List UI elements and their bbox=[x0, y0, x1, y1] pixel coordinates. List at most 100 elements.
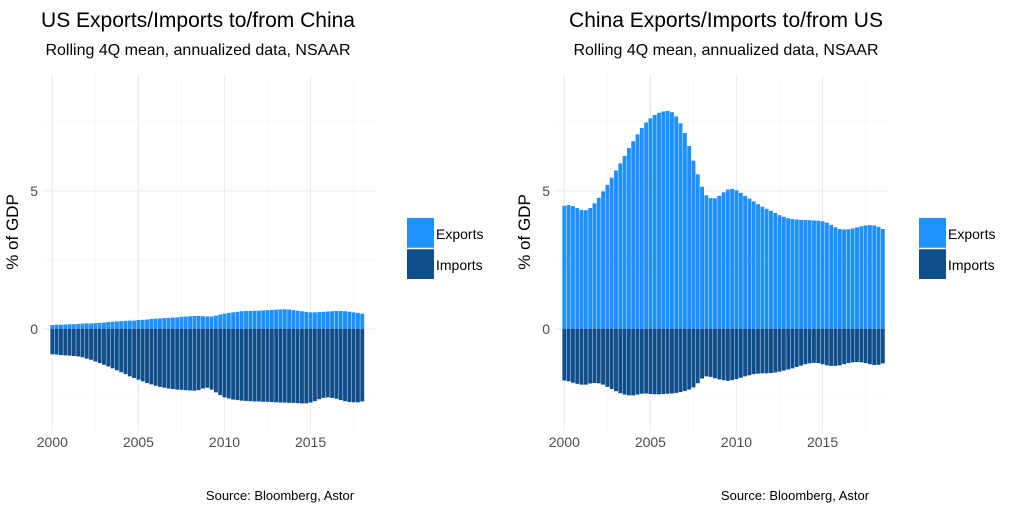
import-bar bbox=[725, 328, 730, 381]
import-bar bbox=[295, 328, 300, 404]
export-bar bbox=[170, 317, 175, 329]
import-bar bbox=[824, 328, 829, 366]
export-bar bbox=[824, 222, 829, 329]
export-bar bbox=[291, 310, 296, 329]
import-bar bbox=[700, 328, 704, 379]
export-bar bbox=[618, 163, 623, 329]
import-bar bbox=[175, 328, 180, 390]
export-bar bbox=[114, 321, 119, 329]
import-bar bbox=[321, 328, 326, 398]
import-bar bbox=[149, 328, 154, 385]
export-bar bbox=[338, 310, 343, 329]
import-bar bbox=[781, 328, 786, 371]
export-bar bbox=[252, 310, 257, 329]
import-bar bbox=[183, 328, 188, 391]
import-bar bbox=[846, 328, 851, 364]
export-bar bbox=[713, 198, 717, 329]
import-bar bbox=[226, 328, 231, 399]
import-bar bbox=[734, 328, 739, 380]
export-bar bbox=[816, 220, 821, 329]
import-bar bbox=[635, 328, 640, 395]
x-tick-label: 2005 bbox=[635, 434, 666, 450]
import-bar bbox=[325, 328, 330, 398]
export-bar bbox=[76, 323, 81, 329]
export-bar bbox=[614, 170, 618, 329]
export-bar bbox=[725, 189, 730, 329]
export-bar bbox=[179, 316, 184, 329]
export-bar bbox=[622, 155, 627, 329]
import-bar bbox=[76, 328, 81, 357]
export-bar bbox=[244, 310, 248, 329]
import-bar bbox=[756, 328, 760, 374]
export-bar bbox=[738, 192, 743, 329]
export-bar bbox=[730, 188, 735, 329]
chart-panel-china: China Exports/Imports to/from US Rolling … bbox=[515, 9, 995, 503]
export-bar bbox=[235, 311, 240, 329]
import-bar bbox=[863, 328, 868, 364]
import-bar bbox=[209, 328, 214, 390]
import-bar bbox=[713, 328, 717, 379]
export-bar bbox=[678, 123, 683, 329]
export-bar bbox=[162, 318, 167, 329]
export-bar bbox=[50, 325, 55, 329]
export-bar bbox=[317, 312, 322, 329]
export-bar bbox=[601, 191, 606, 329]
import-bar bbox=[300, 328, 304, 404]
import-bar bbox=[717, 328, 722, 380]
import-bar bbox=[794, 328, 799, 367]
import-bar bbox=[592, 328, 597, 383]
export-bar bbox=[626, 148, 631, 329]
export-bar bbox=[102, 322, 106, 329]
export-bar bbox=[734, 190, 739, 329]
import-bar bbox=[132, 328, 137, 379]
export-bar bbox=[304, 311, 309, 329]
legend-key-exports bbox=[407, 218, 434, 248]
export-bar bbox=[282, 309, 287, 329]
import-bar bbox=[93, 328, 98, 362]
export-bar bbox=[54, 324, 59, 329]
legend: Exports Imports bbox=[919, 218, 995, 279]
import-bar bbox=[837, 328, 842, 366]
y-tick-label: 5 bbox=[30, 183, 38, 199]
import-bar bbox=[708, 328, 713, 377]
x-tick-label: 2010 bbox=[721, 434, 752, 450]
x-tick-label: 2005 bbox=[123, 434, 154, 450]
import-bar bbox=[308, 328, 313, 403]
export-bar bbox=[149, 318, 154, 329]
import-bar bbox=[170, 328, 175, 390]
export-bar bbox=[695, 174, 700, 329]
import-bar bbox=[136, 328, 141, 380]
y-tick-label: 5 bbox=[542, 183, 550, 199]
export-bar bbox=[300, 311, 304, 329]
export-bar bbox=[777, 215, 782, 329]
export-bar bbox=[63, 324, 68, 329]
import-bar bbox=[695, 328, 700, 384]
import-bar bbox=[351, 328, 356, 403]
chart-panel-us: US Exports/Imports to/from China Rolling … bbox=[3, 9, 483, 503]
export-bar bbox=[84, 323, 89, 329]
source-caption: Source: Bloomberg, Astor bbox=[206, 488, 355, 503]
export-bar bbox=[786, 218, 791, 329]
export-bar bbox=[192, 315, 197, 329]
import-bar bbox=[601, 328, 606, 385]
export-bar bbox=[145, 319, 149, 329]
import-bar bbox=[252, 328, 257, 402]
import-bar bbox=[282, 328, 287, 403]
import-bar bbox=[330, 328, 335, 398]
export-bar bbox=[136, 320, 141, 329]
export-bar bbox=[175, 317, 180, 329]
import-bar bbox=[764, 328, 769, 374]
import-bar bbox=[97, 328, 102, 364]
import-bar bbox=[743, 328, 748, 377]
import-bar bbox=[244, 328, 248, 401]
import-bar bbox=[867, 328, 872, 365]
import-bar bbox=[622, 328, 627, 395]
export-bar bbox=[153, 318, 158, 329]
legend-label-imports: Imports bbox=[436, 257, 483, 273]
import-bar bbox=[153, 328, 158, 386]
export-bar bbox=[794, 219, 799, 329]
import-bar bbox=[304, 328, 309, 404]
export-bar bbox=[756, 204, 760, 329]
bars bbox=[562, 110, 885, 396]
